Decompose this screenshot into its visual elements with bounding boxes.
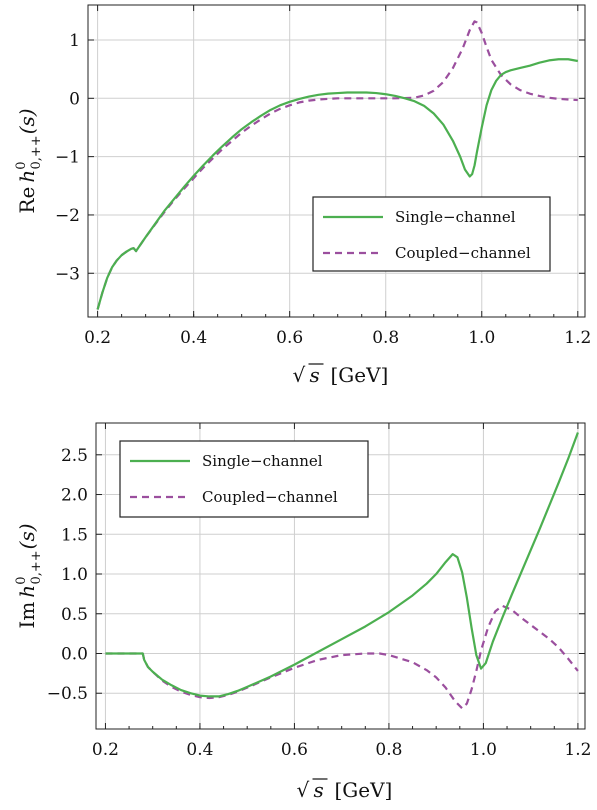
plot-frame — [87, 4, 586, 318]
x-axis-variable: s — [314, 778, 324, 802]
legend-box — [119, 440, 369, 518]
coupled-channel-line — [105, 604, 579, 710]
y-tick-label: −0.5 — [47, 684, 88, 704]
x-axis-unit: [GeV] — [331, 363, 389, 387]
x-tick-label: 0.8 — [375, 740, 402, 760]
legend: Single−channel Coupled−channel — [312, 196, 551, 272]
x-axis-unit: [GeV] — [335, 778, 393, 802]
y-label-prefix: Im — [15, 602, 39, 629]
y-tick-label: −2 — [55, 206, 80, 226]
y-tick-label: 0.0 — [61, 644, 88, 664]
x-tick-label: 1.0 — [470, 740, 497, 760]
plot-frame — [95, 422, 586, 730]
x-tick-label: 0.2 — [92, 740, 119, 760]
legend: Single−channel Coupled−channel — [119, 440, 369, 518]
x-axis-label: √ s [GeV] — [293, 363, 389, 387]
y-label-arg: (s) — [15, 108, 39, 134]
y-axis-label: Re h00,++(s) — [14, 108, 44, 213]
y-tick-label: 0 — [69, 89, 80, 109]
y-tick-label: 0.5 — [61, 605, 88, 625]
x-tick-label: 0.2 — [84, 328, 111, 348]
x-tick-label: 0.6 — [276, 328, 303, 348]
y-axis-label: Im h00,++(s) — [14, 523, 44, 628]
y-tick-label: 2.5 — [61, 446, 88, 466]
y-tick-label: −1 — [55, 148, 80, 168]
y-label-sup: 0 — [14, 577, 29, 585]
x-tick-label: 0.6 — [281, 740, 308, 760]
x-axis-label: √ s [GeV] — [297, 778, 393, 802]
re-chart-panel: 0.2 0.4 0.6 0.8 1.0 1.210−1−2−3√ s [GeV]Reh00,+… — [14, 4, 591, 387]
y-label-prefix: Re — [15, 187, 39, 214]
y-label-sub: 0,++ — [29, 550, 44, 584]
sqrt-symbol: √ — [297, 778, 310, 802]
y-tick-label: 1.0 — [61, 565, 88, 585]
legend-label: Single−channel — [395, 208, 516, 226]
x-axis-variable: s — [310, 363, 320, 387]
x-tick-label: 1.0 — [468, 328, 495, 348]
single-channel-line — [96, 58, 578, 310]
y-tick-label: 1 — [69, 31, 80, 51]
y-label-func: h — [15, 170, 39, 183]
y-label-sup: 0 — [14, 162, 29, 170]
x-tick-label: 1.2 — [564, 328, 591, 348]
legend-label: Coupled−channel — [395, 244, 531, 262]
x-tick-label: 0.4 — [186, 740, 213, 760]
x-tick-label: 0.4 — [180, 328, 207, 348]
y-tick-label: 1.5 — [61, 525, 88, 545]
y-label-func: h — [15, 585, 39, 598]
y-label-arg: (s) — [15, 523, 39, 549]
x-tick-label: 0.8 — [372, 328, 399, 348]
sqrt-symbol: √ — [293, 363, 306, 387]
y-tick-label: 2.0 — [61, 486, 88, 506]
im-chart-panel: 0.2 0.4 0.6 0.8 1.0 1.2 2.5 2.0 1.5 1.0 0.5 0.0 −0.5… — [14, 422, 591, 802]
y-label-sub: 0,++ — [29, 135, 44, 169]
legend-label: Coupled−channel — [202, 488, 338, 506]
legend-box — [312, 196, 551, 272]
x-tick-label: 1.2 — [564, 740, 591, 760]
legend-label: Single−channel — [202, 452, 323, 470]
y-tick-label: −3 — [55, 264, 80, 284]
single-channel-line — [105, 432, 579, 698]
